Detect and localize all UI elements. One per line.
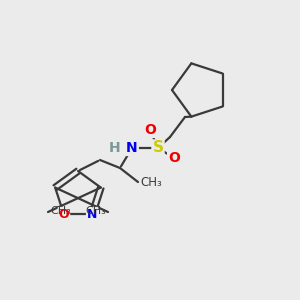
Text: N: N bbox=[87, 208, 97, 221]
Text: N: N bbox=[126, 141, 138, 155]
Text: O: O bbox=[144, 123, 156, 137]
Text: O: O bbox=[58, 208, 69, 221]
Text: CH₃: CH₃ bbox=[85, 206, 106, 216]
Text: O: O bbox=[168, 151, 180, 165]
Text: CH₃: CH₃ bbox=[50, 206, 71, 216]
Text: S: S bbox=[152, 140, 164, 155]
Text: CH₃: CH₃ bbox=[140, 176, 162, 188]
Text: H: H bbox=[109, 141, 121, 155]
